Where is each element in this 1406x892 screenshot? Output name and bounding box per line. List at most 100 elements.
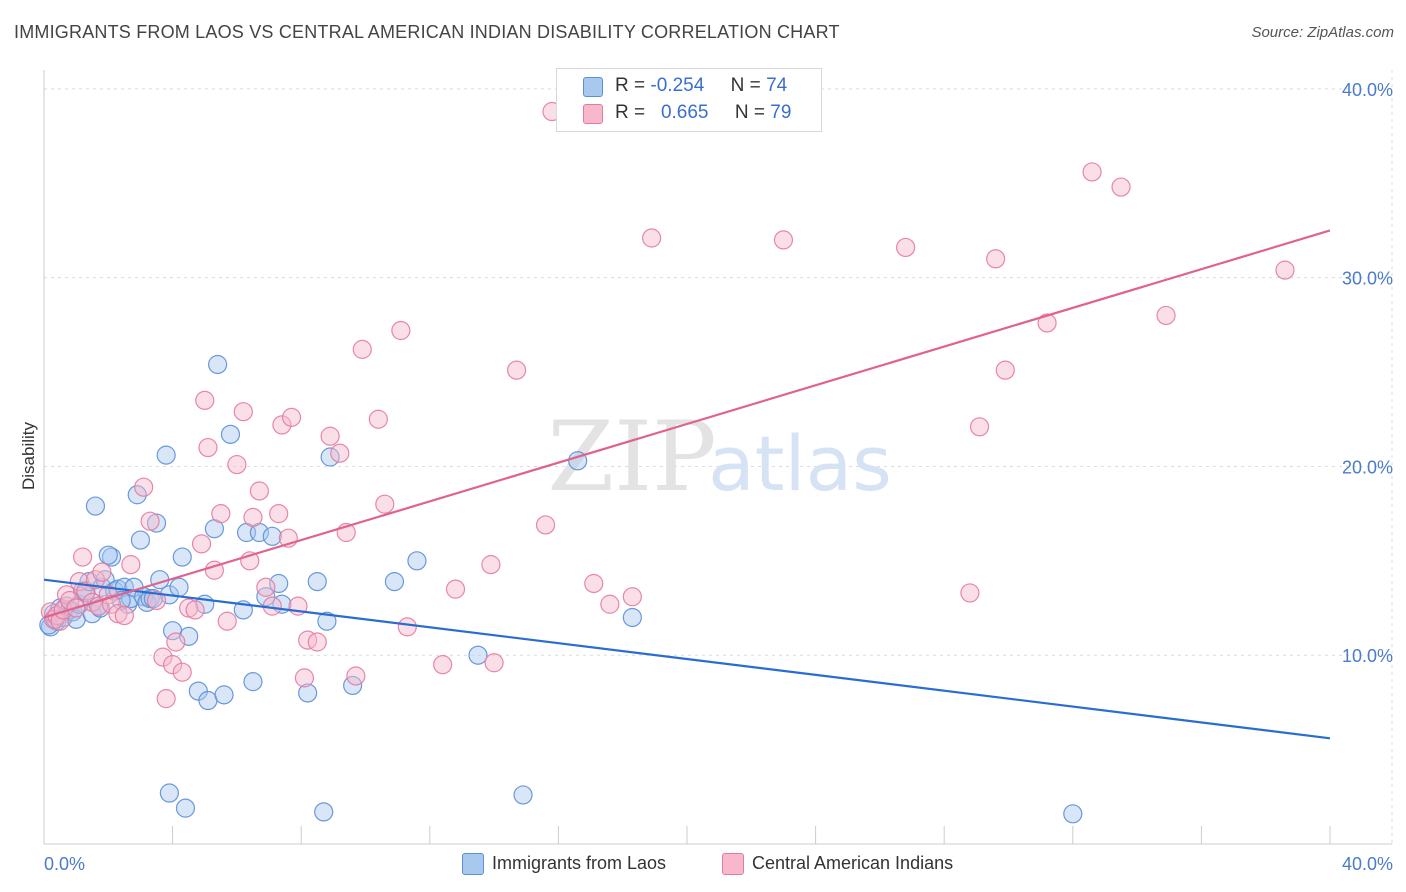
y-tick-label-2: 30.0% bbox=[1342, 269, 1393, 289]
point-laos-43 bbox=[214, 685, 234, 705]
point-central-american-48 bbox=[294, 668, 315, 688]
point-laos-53 bbox=[298, 683, 318, 703]
point-laos-67 bbox=[1063, 804, 1083, 824]
point-central-american-65 bbox=[535, 515, 556, 535]
point-central-american-24 bbox=[156, 689, 176, 709]
point-central-american-36 bbox=[227, 454, 247, 475]
point-central-american-57 bbox=[375, 494, 395, 514]
point-laos-26 bbox=[130, 530, 151, 550]
watermark: ZIP atlas bbox=[547, 401, 891, 513]
point-central-american-78 bbox=[1082, 162, 1102, 182]
legend-n-label: N = bbox=[734, 102, 766, 123]
point-central-american-29 bbox=[185, 600, 205, 620]
point-central-american-34 bbox=[211, 504, 231, 524]
point-central-american-40 bbox=[249, 481, 270, 501]
point-central-american-20 bbox=[134, 477, 154, 497]
point-laos-63 bbox=[159, 783, 179, 803]
point-central-american-77 bbox=[1037, 313, 1057, 333]
bottom-legend-label-laos: Immigrants from Laos bbox=[492, 853, 667, 873]
point-laos-51 bbox=[269, 573, 289, 594]
bottom-legend-swatch-central-american bbox=[722, 853, 744, 875]
point-central-american-56 bbox=[368, 409, 388, 429]
point-laos-14 bbox=[85, 496, 106, 516]
series-central-american-points bbox=[40, 101, 1295, 709]
point-central-american-73 bbox=[960, 583, 980, 603]
point-central-american-60 bbox=[433, 655, 453, 675]
axes bbox=[43, 70, 1392, 845]
point-central-american-46 bbox=[281, 407, 302, 427]
legend-n-value: 74 bbox=[766, 75, 788, 96]
point-central-american-64 bbox=[507, 360, 527, 380]
point-central-american-75 bbox=[986, 249, 1006, 269]
point-central-american-27 bbox=[172, 662, 192, 682]
point-central-american-55 bbox=[352, 339, 372, 359]
point-central-american-50 bbox=[307, 632, 327, 652]
point-central-american-12 bbox=[85, 570, 106, 590]
point-laos-47 bbox=[243, 672, 263, 692]
point-laos-58 bbox=[384, 571, 405, 592]
point-laos-64 bbox=[175, 798, 196, 818]
point-laos-60 bbox=[468, 645, 488, 665]
point-laos-56 bbox=[320, 447, 340, 467]
point-central-american-26 bbox=[166, 632, 186, 652]
point-laos-66 bbox=[513, 785, 533, 805]
legend-r-value: 0.665 bbox=[660, 102, 709, 123]
point-central-american-70 bbox=[642, 228, 662, 248]
point-central-american-63 bbox=[484, 653, 504, 673]
tick-labels: 10.0% 20.0% 30.0% 40.0% 0.0% 40.0% bbox=[44, 80, 1393, 874]
point-central-american-80 bbox=[1156, 305, 1176, 326]
point-central-american-39 bbox=[243, 507, 263, 528]
point-central-american-74 bbox=[969, 417, 990, 437]
point-laos-32 bbox=[156, 445, 176, 465]
point-central-american-19 bbox=[121, 555, 141, 575]
y-tick-label-3: 40.0% bbox=[1342, 80, 1393, 100]
point-central-american-8 bbox=[69, 571, 89, 592]
point-central-american-59 bbox=[397, 617, 417, 637]
point-central-american-31 bbox=[195, 390, 215, 410]
legend-r-label: R = bbox=[615, 75, 646, 96]
point-laos-18 bbox=[101, 547, 122, 567]
legend-n-value: 79 bbox=[770, 102, 792, 123]
point-central-american-18 bbox=[114, 605, 134, 626]
point-central-american-49 bbox=[298, 630, 318, 650]
point-laos-65 bbox=[314, 802, 334, 822]
trend-line-laos bbox=[43, 578, 1331, 740]
point-central-american-22 bbox=[146, 590, 167, 611]
point-laos-54 bbox=[307, 571, 327, 592]
bottom-legend-label-central-american: Central American Indians bbox=[752, 853, 954, 873]
point-laos-55 bbox=[317, 611, 337, 631]
point-central-american-71 bbox=[773, 230, 794, 250]
point-laos-25 bbox=[127, 485, 147, 505]
point-laos-42 bbox=[208, 354, 228, 375]
point-central-american-62 bbox=[481, 555, 501, 575]
legend-swatch-central-american bbox=[583, 104, 603, 124]
point-central-american-51 bbox=[320, 426, 340, 446]
x-tick-label-0: 0.0% bbox=[44, 854, 85, 874]
point-central-american-43 bbox=[269, 504, 289, 524]
point-laos-44 bbox=[220, 424, 241, 444]
chart-title: IMMIGRANTS FROM LAOS VS CENTRAL AMERICAN… bbox=[14, 22, 840, 42]
point-laos-62 bbox=[622, 607, 642, 628]
point-laos-36 bbox=[172, 547, 192, 567]
point-central-american-54 bbox=[346, 666, 366, 686]
point-central-american-44 bbox=[272, 415, 292, 435]
point-central-american-52 bbox=[330, 443, 350, 463]
point-central-american-81 bbox=[1275, 260, 1295, 280]
trend-line-central-american bbox=[43, 229, 1331, 619]
point-central-american-35 bbox=[217, 611, 237, 631]
y-tick-label-1: 20.0% bbox=[1342, 457, 1393, 477]
point-laos-35 bbox=[169, 577, 189, 597]
bottom-legend-swatch-laos bbox=[462, 853, 484, 875]
point-laos-40 bbox=[198, 690, 218, 711]
point-laos-71 bbox=[98, 545, 118, 565]
point-central-american-76 bbox=[995, 360, 1015, 380]
point-central-american-30 bbox=[191, 534, 212, 554]
point-central-american-72 bbox=[896, 237, 916, 258]
point-central-american-9 bbox=[72, 547, 93, 567]
point-laos-50 bbox=[262, 526, 282, 546]
x-tick-label-1: 40.0% bbox=[1342, 854, 1393, 874]
point-central-american-5 bbox=[56, 585, 77, 605]
watermark-atlas: atlas bbox=[708, 419, 892, 508]
point-central-american-67 bbox=[584, 573, 604, 594]
